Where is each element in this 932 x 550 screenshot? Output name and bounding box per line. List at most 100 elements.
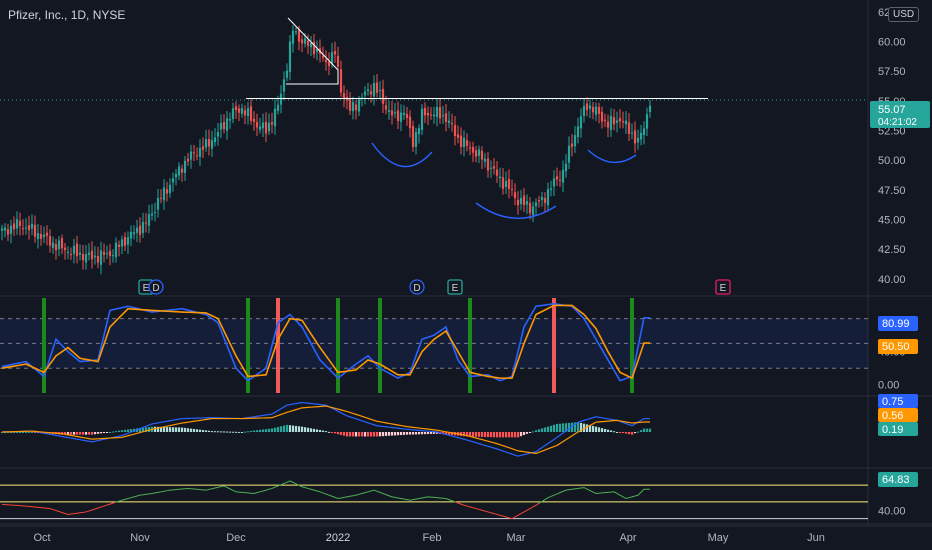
macd-histogram-bar <box>252 430 256 432</box>
candle-body <box>465 140 469 146</box>
candle-body <box>243 110 247 116</box>
candle-body <box>564 163 568 172</box>
candle-body <box>474 150 478 157</box>
candle-body <box>330 52 334 64</box>
candle-body <box>285 70 289 78</box>
candle-body <box>90 250 94 260</box>
candle-body <box>453 125 457 137</box>
candle-body <box>552 178 556 187</box>
candle-body <box>45 232 49 236</box>
stoch-k-label: 80.99 <box>882 318 910 330</box>
macd-histogram-bar <box>345 432 349 437</box>
candle-body <box>570 143 574 147</box>
macd-histogram-bar <box>81 432 85 435</box>
macd-histogram-bar <box>138 428 142 432</box>
candle-body <box>258 126 262 130</box>
candle-body <box>240 107 244 114</box>
candle-body <box>246 108 250 117</box>
macd-histogram-bar <box>336 432 340 435</box>
candle-body <box>228 119 232 121</box>
price-axis-tick: 40.00 <box>878 274 906 286</box>
macd-histogram-bar <box>462 432 466 437</box>
dividend-marker <box>148 279 164 295</box>
candle-body <box>543 198 547 203</box>
macd-histogram-bar <box>216 431 220 433</box>
currency-badge[interactable]: USD <box>888 7 920 22</box>
candle-body <box>342 93 346 99</box>
macd-histogram-bar <box>561 423 565 432</box>
candle-body <box>408 116 412 129</box>
macd-histogram-bar <box>624 432 628 434</box>
macd-histogram-bar <box>636 431 640 433</box>
macd-histogram-bar <box>447 432 451 435</box>
rsi-line <box>1 501 117 515</box>
macd-histogram-bar <box>9 432 13 433</box>
candle-body <box>576 126 580 138</box>
candle-body <box>348 98 352 111</box>
candle-body <box>225 118 229 131</box>
candle-body <box>303 38 307 44</box>
macd-histogram-bar <box>522 432 526 435</box>
candle-body <box>471 146 475 153</box>
candle-body <box>642 128 646 135</box>
macd-histogram-bar <box>435 432 439 434</box>
macd-histogram-bar <box>495 432 499 438</box>
candle-body <box>603 119 607 121</box>
candle-body <box>594 106 598 115</box>
candle-body <box>153 211 157 213</box>
candle-body <box>459 135 463 147</box>
candle-body <box>195 155 199 157</box>
macd-histogram-bar <box>21 432 25 433</box>
macd-histogram-bar <box>291 425 295 432</box>
macd-histogram-bar <box>642 428 646 432</box>
candle-body <box>351 102 355 112</box>
candle-body <box>96 256 100 263</box>
candle-body <box>60 238 64 249</box>
price-axis-tick: 52.50 <box>878 125 906 137</box>
candle-body <box>186 158 190 162</box>
candle-body <box>573 135 577 147</box>
macd-histogram-bar <box>294 425 298 432</box>
rsi-line <box>115 480 456 503</box>
macd-histogram-bar <box>513 432 517 438</box>
macd-histogram-bar <box>297 426 301 432</box>
macd-histogram-bar <box>258 429 262 432</box>
candle-body <box>63 247 67 251</box>
candle-body <box>540 196 544 200</box>
macd-histogram-bar <box>276 426 280 432</box>
candle-body <box>135 227 139 233</box>
candle-body <box>630 132 634 134</box>
candle-body <box>390 110 394 116</box>
macd-histogram-bar <box>582 423 586 432</box>
candle-body <box>591 106 595 113</box>
macd-histogram-bar <box>405 432 409 435</box>
candle-body <box>81 253 85 261</box>
candle-body <box>528 202 532 214</box>
candle-body <box>234 106 238 111</box>
macd-histogram-bar <box>372 432 376 437</box>
macd-histogram-bar <box>552 424 556 432</box>
macd-histogram-bar <box>423 432 427 435</box>
macd-histogram-bar <box>15 432 19 433</box>
macd-histogram-bar <box>474 432 478 437</box>
macd-line <box>1 401 650 457</box>
candle-body <box>621 121 625 123</box>
macd-histogram-bar <box>18 432 22 433</box>
candle-body <box>102 251 106 255</box>
earnings-marker <box>447 279 463 295</box>
candle-body <box>162 187 166 201</box>
macd-histogram-bar <box>534 430 538 432</box>
macd-histogram-bar <box>123 429 127 432</box>
candle-body <box>402 112 406 115</box>
candle-body <box>648 105 652 113</box>
candle-body <box>165 189 169 194</box>
macd-histogram-bar <box>84 432 88 435</box>
candle-body <box>312 41 316 55</box>
candle-body <box>141 221 145 233</box>
candle-body <box>600 111 604 122</box>
macd-histogram-bar <box>612 431 616 433</box>
candle-body <box>156 198 160 210</box>
candle-body <box>627 122 631 134</box>
time-axis-tick: Jun <box>807 532 825 544</box>
macd-histogram-bar <box>498 432 502 438</box>
